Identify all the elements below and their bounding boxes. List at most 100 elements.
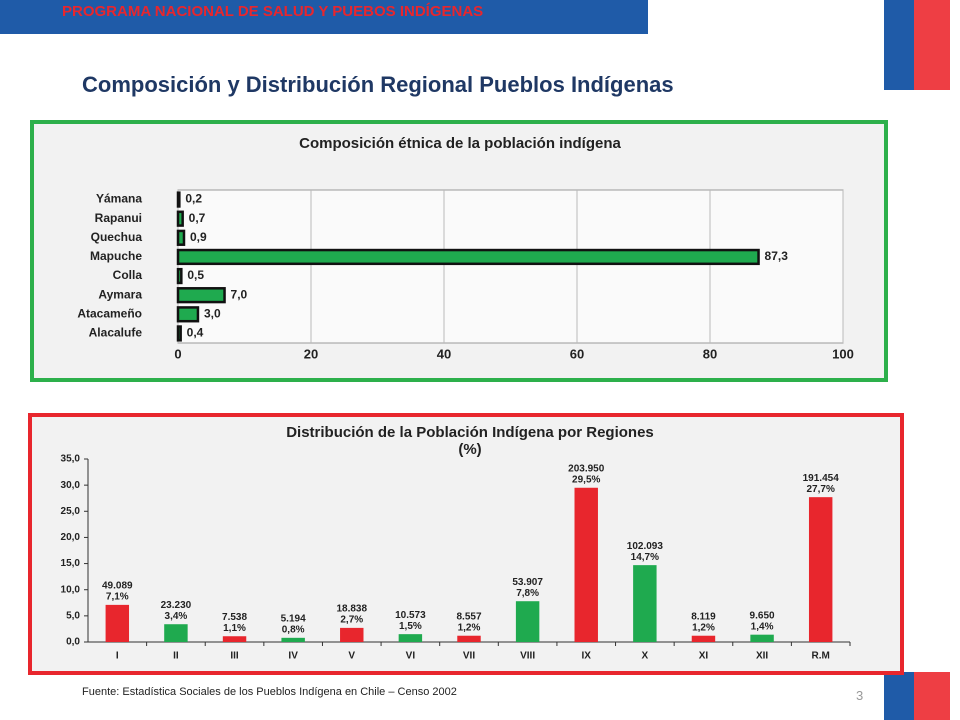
- y-tick-label: Mapuche: [90, 249, 142, 263]
- x-tick-label: XI: [699, 651, 709, 662]
- y-tick-label: Colla: [113, 268, 143, 282]
- count-label: 102.093: [627, 541, 664, 552]
- value-label: 1,2%: [692, 622, 715, 633]
- x-tick-label: 60: [570, 346, 584, 361]
- x-tick-label: VIII: [520, 651, 535, 662]
- y-tick-label: Yámana: [96, 192, 142, 206]
- count-label: 7.538: [222, 612, 247, 623]
- flag-blue: [884, 672, 914, 720]
- bar: [105, 604, 130, 642]
- x-tick-label: 100: [832, 346, 854, 361]
- value-label: 1,1%: [223, 623, 246, 634]
- x-tick-label: 0: [174, 346, 181, 361]
- y-tick-label: 0,0: [66, 637, 80, 648]
- y-tick-label: 30,0: [61, 480, 81, 491]
- chart-title: Composición étnica de la población indíg…: [299, 135, 621, 152]
- y-tick-label: Rapanui: [95, 211, 142, 225]
- source: Fuente: Estadística Sociales de los Pueb…: [82, 686, 457, 698]
- count-label: 203.950: [568, 463, 605, 474]
- banner: [0, 0, 648, 34]
- x-tick-label: VI: [406, 651, 416, 662]
- count-label: 8.557: [456, 611, 481, 622]
- y-tick-label: 15,0: [61, 558, 81, 569]
- value-label: 1,2%: [458, 622, 481, 633]
- x-tick-label: V: [348, 651, 355, 662]
- value-label: 0,2: [185, 192, 202, 206]
- slide-title: Composición y Distribución Regional Pueb…: [82, 72, 674, 97]
- value-label: 0,7: [189, 211, 206, 225]
- bar: [164, 624, 188, 642]
- x-tick-label: III: [230, 651, 239, 662]
- y-tick-label: Atacameño: [77, 306, 142, 320]
- bar: [281, 637, 305, 642]
- bar: [176, 210, 184, 227]
- value-label: 7,0: [231, 287, 248, 301]
- bar: [691, 635, 716, 642]
- bar: [176, 267, 183, 285]
- bar: [574, 487, 598, 642]
- value-label: 1,4%: [751, 621, 774, 632]
- bar: [176, 229, 186, 246]
- bar: [457, 635, 481, 642]
- value-label: 14,7%: [631, 552, 659, 563]
- value-label: 3,0: [204, 306, 221, 320]
- flag-blue: [884, 0, 914, 90]
- page-number: 3: [856, 688, 864, 703]
- value-label: 2,7%: [340, 615, 363, 626]
- count-label: 49.089: [102, 581, 133, 592]
- count-label: 23.230: [161, 600, 192, 611]
- bar: [176, 287, 226, 304]
- bar: [222, 636, 247, 642]
- value-label: 0,9: [190, 230, 207, 244]
- bar: [808, 497, 833, 642]
- y-tick-label: Quechua: [91, 230, 143, 244]
- x-tick-label: IV: [288, 651, 298, 662]
- value-label: 29,5%: [572, 474, 600, 485]
- x-tick-label: XII: [756, 651, 768, 662]
- count-label: 10.573: [395, 610, 426, 621]
- x-tick-label: I: [116, 651, 119, 662]
- y-tick-label: 10,0: [61, 584, 81, 595]
- bar: [398, 634, 423, 642]
- bar: [176, 306, 200, 323]
- value-label: 7,8%: [516, 588, 539, 599]
- y-tick-label: 5,0: [66, 610, 80, 621]
- bar: [176, 325, 182, 342]
- bar: [176, 248, 760, 266]
- banner-text: PROGRAMA NACIONAL DE SALUD Y PUEBOS INDÍ…: [62, 3, 484, 20]
- x-tick-label: X: [642, 651, 649, 662]
- value-label: 1,5%: [399, 621, 422, 632]
- value-label: 7,1%: [106, 592, 129, 603]
- y-tick-label: Aymara: [98, 287, 142, 301]
- count-label: 191.454: [803, 473, 840, 484]
- count-label: 5.194: [281, 613, 306, 624]
- y-tick-label: 25,0: [61, 506, 81, 517]
- bar: [750, 634, 774, 642]
- value-label: 0,8%: [282, 624, 305, 635]
- bar: [633, 565, 657, 642]
- value-label: 0,5: [187, 268, 204, 282]
- flag-red: [914, 0, 950, 90]
- count-label: 8.119: [691, 611, 716, 622]
- y-tick-label: 20,0: [61, 532, 81, 543]
- value-label: 0,4: [187, 326, 204, 340]
- count-label: 53.907: [512, 577, 543, 588]
- value-label: 3,4%: [165, 611, 188, 622]
- chart-title: Distribución de la Población Indígena po…: [286, 424, 654, 441]
- x-tick-label: 40: [437, 346, 451, 361]
- count-label: 18.838: [336, 604, 367, 615]
- bar: [176, 191, 181, 208]
- x-tick-label: VII: [463, 651, 475, 662]
- flag-red: [914, 672, 950, 720]
- x-tick-label: II: [173, 651, 179, 662]
- x-tick-label: IX: [582, 651, 592, 662]
- value-label: 27,7%: [807, 484, 835, 495]
- bar: [515, 601, 540, 642]
- plot-area: [177, 189, 844, 344]
- y-tick-label: 35,0: [61, 454, 81, 465]
- chart-subtitle: (%): [458, 441, 482, 458]
- x-tick-label: 20: [304, 346, 318, 361]
- count-label: 9.650: [750, 610, 775, 621]
